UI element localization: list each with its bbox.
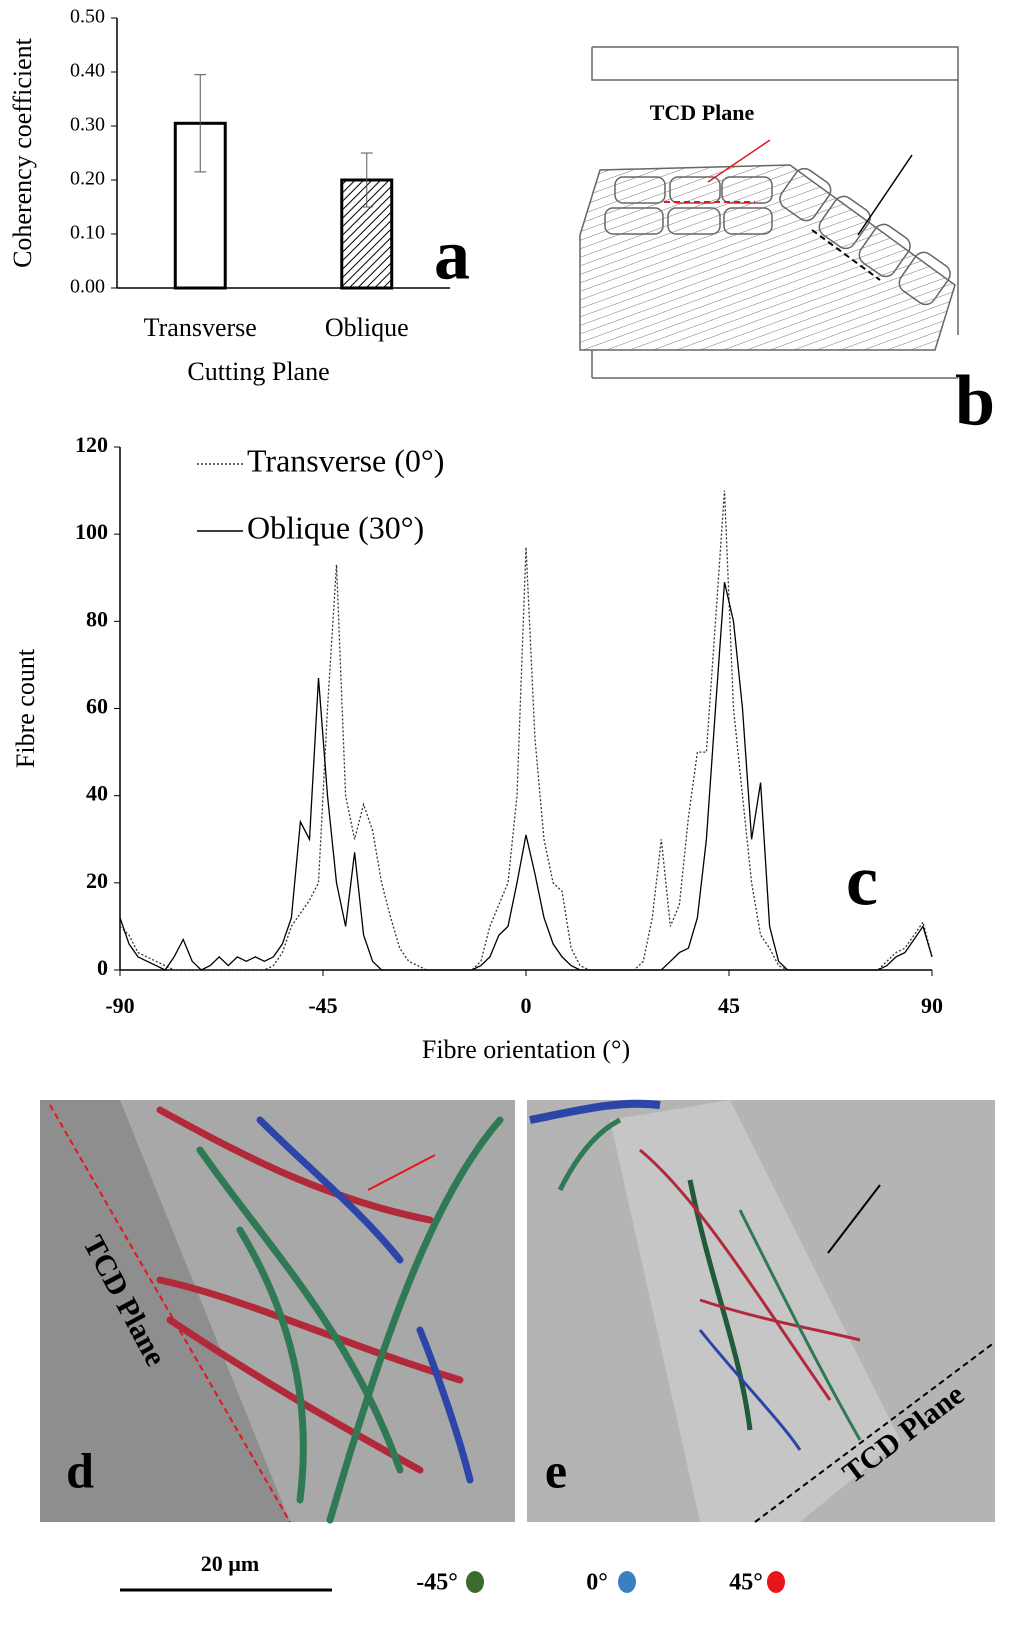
y-tick-label: 120 [75, 432, 108, 457]
y-axis-label: Coherency coefficient [8, 37, 37, 268]
diagram [579, 46, 959, 379]
line-series [119, 490, 933, 971]
key-label: -45° [416, 1570, 458, 1596]
panel-label: d [66, 1442, 94, 1498]
micrograph [40, 1099, 996, 1524]
x-tick-label: 45 [718, 993, 740, 1018]
x-axis-label: Cutting Plane [187, 357, 329, 386]
x-axis-label: Fibre orientation (°) [422, 1035, 630, 1064]
key-dot [466, 1571, 484, 1593]
line-series [119, 581, 933, 971]
x-tick-label: 90 [921, 993, 943, 1018]
x-tick-label: -45 [308, 993, 337, 1018]
key-label: 0° [586, 1570, 608, 1596]
y-tick-label: 80 [86, 606, 108, 631]
key-dot [767, 1571, 785, 1593]
y-tick-label: 0.50 [70, 6, 105, 28]
panel-label: e [545, 1442, 567, 1498]
scale-label: 20 µm [201, 1551, 260, 1576]
y-axis-label: Fibre count [11, 648, 40, 768]
x-tick-label: Oblique [325, 313, 409, 342]
y-tick-label: 40 [86, 781, 108, 806]
y-tick-label: 0 [97, 955, 108, 980]
x-tick-label: 0 [521, 993, 532, 1018]
legend-label: Transverse (0°) [247, 442, 444, 478]
y-tick-label: 0.30 [70, 114, 105, 136]
bar [340, 178, 394, 290]
panel-label: a [434, 215, 470, 295]
panel-label: b [955, 361, 995, 441]
y-tick-label: 60 [86, 694, 108, 719]
y-tick-label: 0.40 [70, 60, 105, 82]
y-tick-label: 0.20 [70, 168, 105, 190]
key-dot [618, 1571, 636, 1593]
y-tick-label: 0.00 [70, 276, 105, 298]
y-tick-label: 0.10 [70, 222, 105, 244]
x-tick-label: Transverse [144, 313, 257, 342]
legend-label: Oblique (30°) [247, 509, 424, 545]
y-tick-label: 20 [86, 868, 108, 893]
x-tick-label: -90 [105, 993, 134, 1018]
key-label: 45° [729, 1570, 763, 1596]
panel-label: c [846, 841, 878, 921]
y-tick-label: 100 [75, 519, 108, 544]
diagram-label: TCD Plane [650, 100, 755, 125]
